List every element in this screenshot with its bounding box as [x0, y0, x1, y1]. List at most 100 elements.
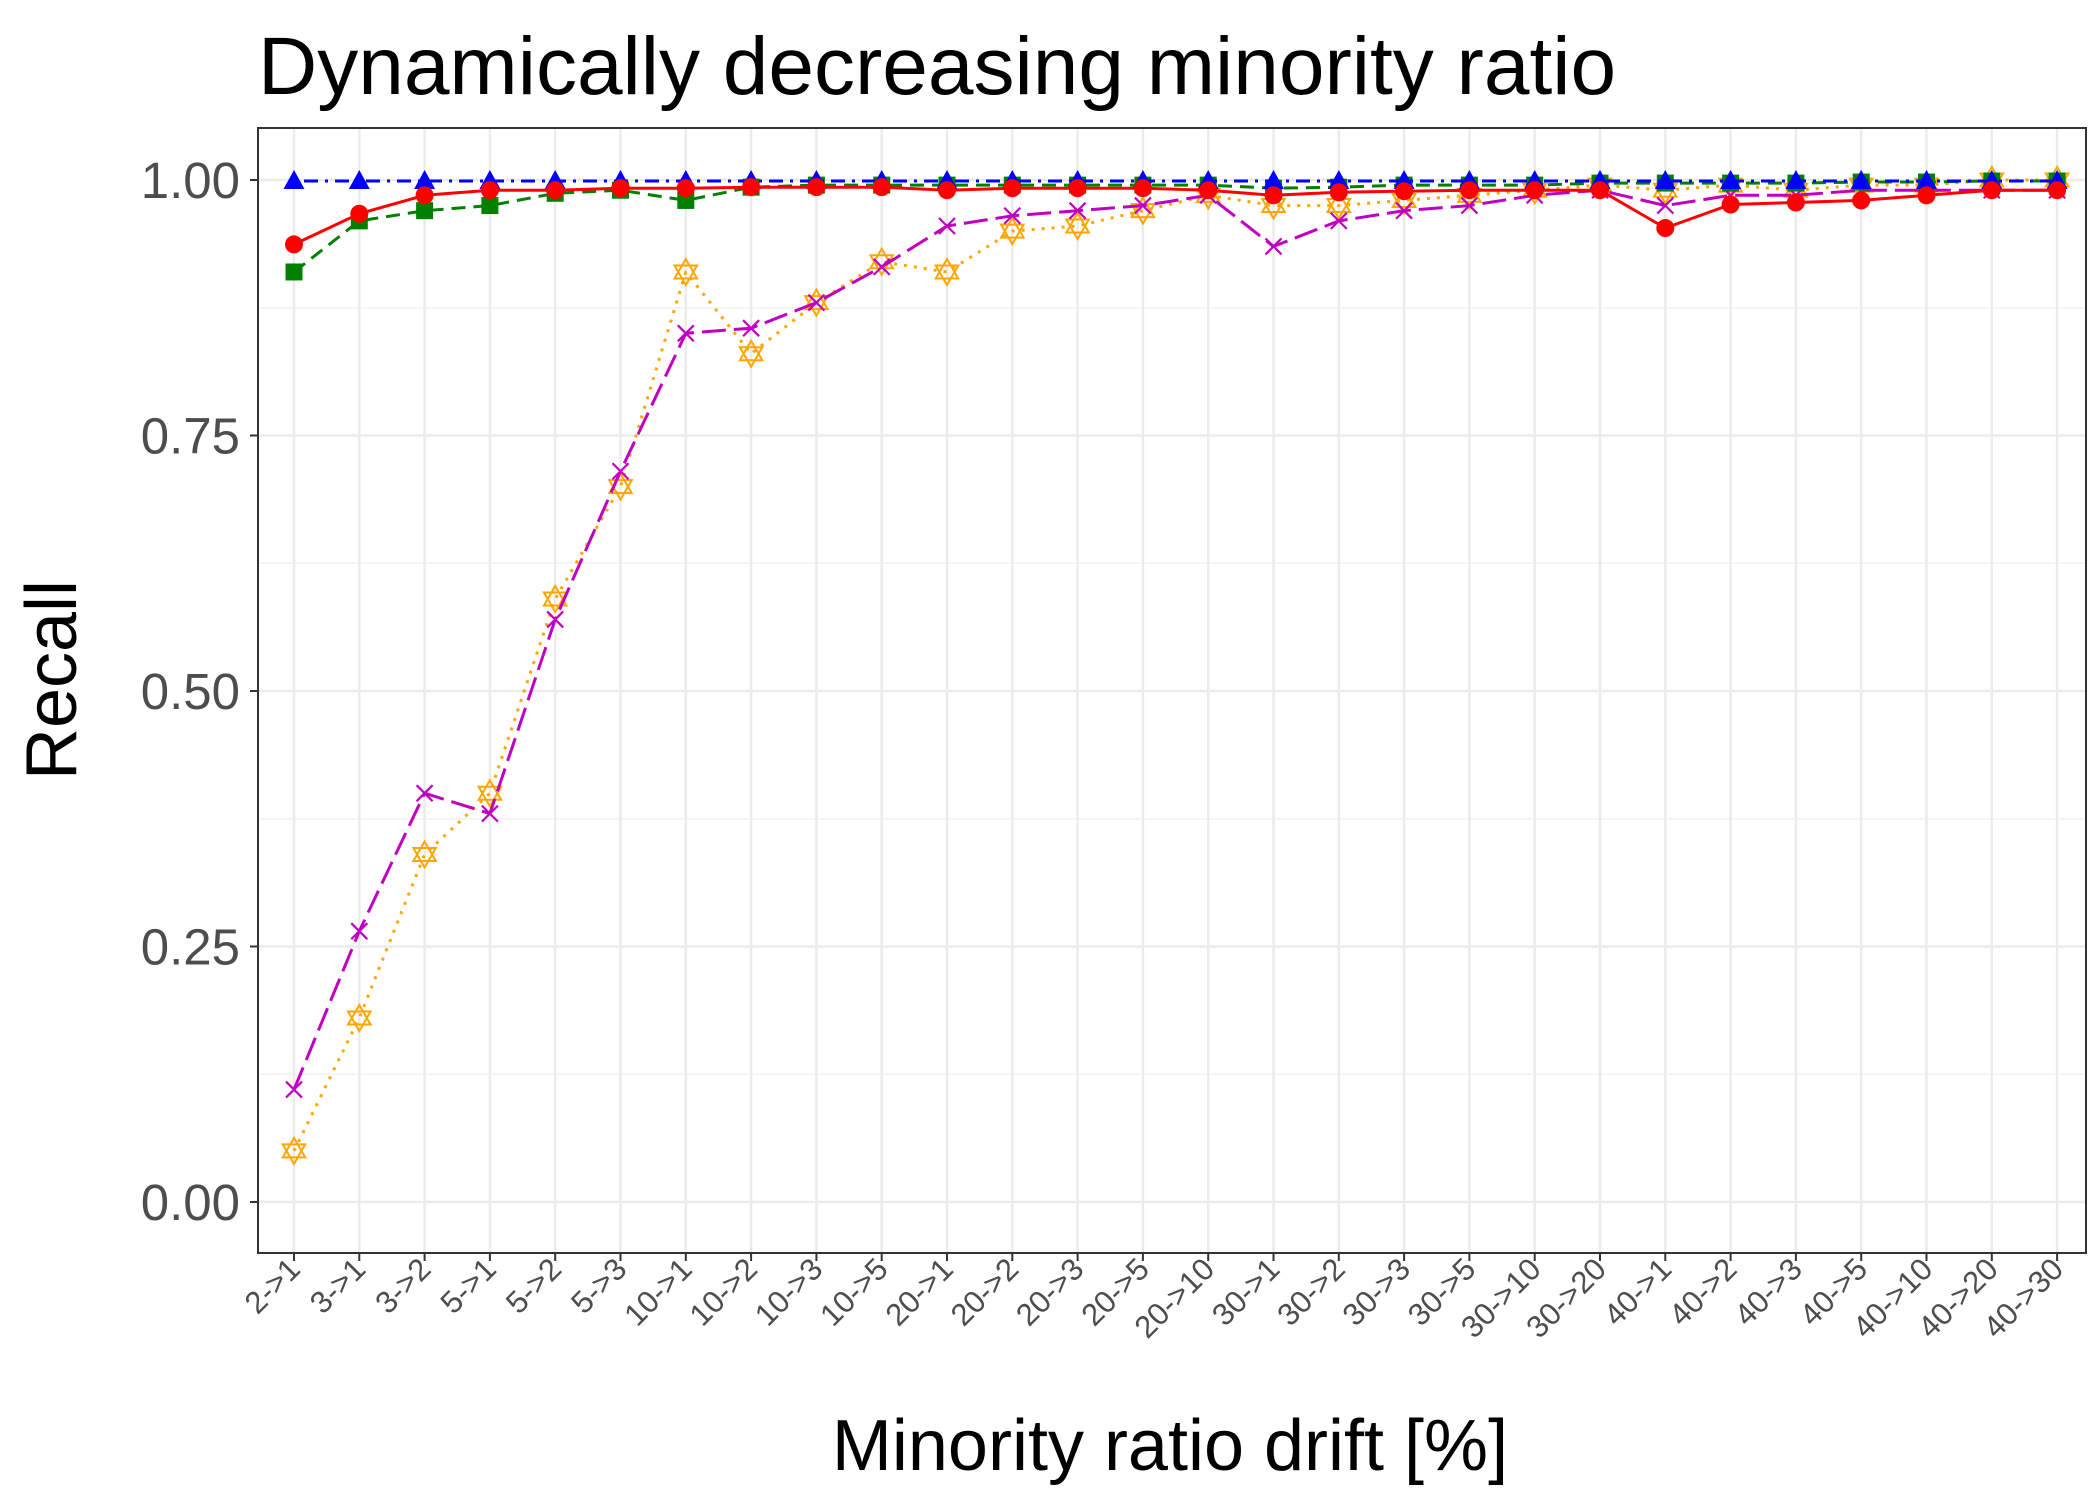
data-point [1654, 170, 1676, 190]
data-point [1064, 210, 1091, 241]
data-point [1264, 186, 1283, 205]
data-point [1003, 206, 1022, 225]
marker-triangle-up [738, 338, 765, 362]
data-point [1460, 181, 1479, 200]
data-point [1395, 201, 1413, 220]
data-point [872, 258, 891, 276]
marker-triangle-up [281, 1135, 307, 1159]
data-point [411, 839, 438, 870]
data-point [677, 191, 695, 209]
data-point [672, 256, 699, 287]
y-tick-label: 0.25 [141, 919, 240, 976]
y-tick-label: 1.00 [141, 152, 240, 209]
data-point [742, 319, 760, 337]
data-point [415, 784, 434, 802]
data-point [611, 462, 630, 481]
data-point [938, 181, 956, 200]
chart-title: Dynamically decreasing minority ratio [258, 21, 1616, 112]
data-point [350, 204, 369, 223]
data-point [999, 216, 1026, 247]
data-point [285, 263, 303, 281]
data-point [611, 179, 630, 198]
data-point [415, 186, 434, 205]
data-point [807, 178, 826, 197]
marker-triangle-down [542, 591, 569, 615]
data-point [1721, 195, 1740, 214]
data-point [1525, 181, 1544, 200]
data-point [1068, 179, 1087, 198]
data-point [1329, 183, 1348, 202]
marker-triangle-up [1064, 210, 1091, 234]
marker-triangle-up [934, 256, 960, 280]
data-point [542, 584, 569, 615]
data-point [1133, 179, 1152, 198]
data-point [1656, 196, 1675, 215]
data-point [2048, 181, 2067, 200]
data-point [1199, 181, 1218, 200]
data-point [676, 179, 695, 198]
series-line [292, 188, 2058, 1091]
data-point [546, 610, 564, 629]
marker-triangle-up [999, 216, 1026, 239]
marker-triangle-down [476, 785, 503, 809]
data-point [1916, 170, 1937, 190]
data-point [934, 256, 960, 287]
marker-triangle-up [1325, 190, 1352, 214]
marker-triangle-down [934, 264, 960, 287]
data-point [1917, 186, 1936, 205]
data-point [1850, 170, 1872, 190]
data-point [1460, 196, 1479, 215]
data-point [416, 202, 434, 220]
data-point [414, 170, 436, 190]
y-axis-label: Recall [12, 580, 92, 780]
marker-triangle-down [1064, 218, 1091, 241]
data-point [742, 178, 761, 197]
data-point [872, 178, 891, 197]
series-4 [285, 178, 2067, 254]
marker-triangle-up [803, 287, 830, 311]
marker-triangle-down [738, 346, 765, 369]
data-point [1003, 179, 1022, 198]
series-line [293, 179, 2058, 274]
x-axis-label: Minority ratio drift [%] [832, 1406, 1508, 1486]
series-line [293, 185, 2058, 246]
marker-triangle-up [542, 584, 569, 607]
y-tick-label: 0.75 [141, 408, 240, 465]
marker-triangle-down [411, 847, 438, 870]
data-point [350, 922, 369, 940]
marker-triangle-down [999, 223, 1026, 247]
data-point [1328, 170, 1350, 190]
marker-triangle-up [346, 1003, 373, 1026]
data-point [1263, 170, 1284, 190]
data-point [938, 217, 956, 235]
data-point [476, 778, 503, 809]
data-point [285, 1080, 303, 1099]
data-point [1330, 212, 1348, 230]
marker-triangle-down [346, 1010, 373, 1034]
data-point [1068, 201, 1087, 220]
marker-triangle-down [607, 479, 634, 502]
marker-triangle-up [476, 778, 503, 801]
data-point [283, 170, 305, 190]
data-point [738, 338, 765, 369]
data-point [480, 181, 499, 200]
data-point [481, 197, 499, 215]
data-point [1786, 193, 1805, 212]
data-point [1785, 170, 1807, 190]
marker-triangle-up [411, 839, 438, 863]
marker-triangle-down [672, 264, 699, 287]
series-layer [281, 164, 2071, 1166]
data-point [1656, 219, 1675, 238]
y-tick-label: 0.00 [141, 1174, 240, 1231]
y-tick-label: 0.50 [141, 663, 240, 720]
data-point [1264, 237, 1283, 256]
data-point [285, 235, 303, 254]
data-point [1134, 196, 1152, 215]
marker-triangle-down [281, 1143, 307, 1166]
data-point [1395, 182, 1414, 201]
data-point [1852, 191, 1871, 210]
data-point [1720, 170, 1742, 190]
marker-triangle-up [672, 256, 699, 280]
